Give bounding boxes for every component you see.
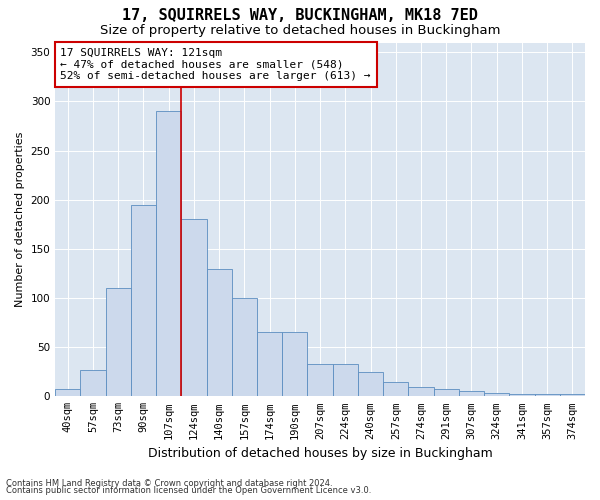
Y-axis label: Number of detached properties: Number of detached properties	[15, 132, 25, 307]
Bar	[459, 392, 484, 396]
Bar	[535, 394, 560, 396]
Bar	[358, 372, 383, 396]
Text: 17, SQUIRRELS WAY, BUCKINGHAM, MK18 7ED: 17, SQUIRRELS WAY, BUCKINGHAM, MK18 7ED	[122, 8, 478, 22]
Bar	[282, 332, 307, 396]
Bar	[181, 220, 206, 396]
Bar	[257, 332, 282, 396]
Bar	[332, 364, 358, 396]
Bar	[106, 288, 131, 397]
Bar	[131, 204, 156, 396]
Bar	[156, 112, 181, 397]
X-axis label: Distribution of detached houses by size in Buckingham: Distribution of detached houses by size …	[148, 447, 493, 460]
Bar	[434, 390, 459, 396]
Bar	[232, 298, 257, 396]
Bar	[55, 390, 80, 396]
Text: Contains public sector information licensed under the Open Government Licence v3: Contains public sector information licen…	[6, 486, 371, 495]
Text: Size of property relative to detached houses in Buckingham: Size of property relative to detached ho…	[100, 24, 500, 37]
Bar	[206, 268, 232, 396]
Bar	[509, 394, 535, 396]
Bar	[383, 382, 409, 396]
Bar	[409, 388, 434, 396]
Bar	[560, 394, 585, 396]
Bar	[80, 370, 106, 396]
Text: Contains HM Land Registry data © Crown copyright and database right 2024.: Contains HM Land Registry data © Crown c…	[6, 478, 332, 488]
Text: 17 SQUIRRELS WAY: 121sqm
← 47% of detached houses are smaller (548)
52% of semi-: 17 SQUIRRELS WAY: 121sqm ← 47% of detach…	[61, 48, 371, 81]
Bar	[484, 394, 509, 396]
Bar	[307, 364, 332, 396]
